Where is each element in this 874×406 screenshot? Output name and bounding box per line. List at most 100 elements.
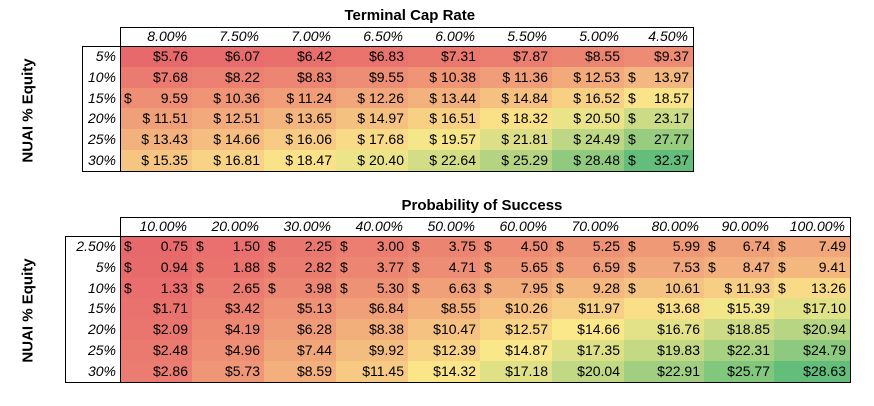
value-cell: $6.42 — [264, 46, 336, 67]
value-cell: $8.22 — [192, 66, 264, 88]
cell-value: $14.66 — [577, 321, 620, 338]
value-cell: $9.37 — [624, 46, 693, 67]
cell-value: 1.33 — [160, 279, 188, 296]
value-cell: $13.26 — [774, 277, 850, 299]
value-cell: $1.71 — [120, 298, 192, 320]
value-cell: $17.10 — [774, 298, 850, 320]
value-cell: $25.77 — [704, 360, 774, 382]
cell-value: $2.09 — [152, 321, 188, 338]
column-header: 60.00% — [499, 218, 547, 234]
value-cell: $28.63 — [774, 360, 850, 382]
currency-symbol: $ — [708, 238, 716, 254]
cell-value: $11.97 — [578, 300, 620, 317]
value-cell: $ 11.93 — [704, 277, 774, 299]
column-header: 4.50% — [648, 28, 688, 44]
value-cell: $ 19.57 — [408, 129, 480, 150]
cell-value: $4.96 — [224, 342, 260, 358]
cell-value: $8.22 — [224, 68, 260, 85]
value-cell: $ 17.68 — [336, 129, 408, 150]
grid-bottom-border — [82, 170, 694, 172]
cell-value: $12.39 — [433, 342, 476, 358]
cell-value: 1.50 — [232, 238, 260, 254]
value-cell: $ 11.24 — [264, 87, 336, 109]
value-cell: $ 21.81 — [480, 129, 552, 150]
value-cell: $9.92 — [336, 340, 408, 361]
value-cell: $10.47 — [408, 319, 480, 340]
value-cell: $5.73 — [192, 360, 264, 382]
currency-symbol: $ — [124, 258, 132, 275]
value-cell: $7.53 — [624, 256, 704, 278]
cell-value: $7.68 — [152, 68, 188, 85]
cell-value: $ 11.24 — [286, 89, 332, 106]
cell-value: $ 15.35 — [141, 152, 188, 168]
value-cell: $1.50 — [192, 236, 264, 257]
cell-value: $5.73 — [224, 362, 260, 379]
cell-value: $ 14.66 — [213, 131, 260, 148]
value-cell: $ 14.84 — [480, 87, 552, 109]
cell-value: 13.97 — [653, 68, 689, 85]
cell-value: $10.26 — [505, 300, 548, 317]
cell-value: 2.25 — [304, 238, 332, 254]
y-axis-label: NUAI % Equity — [19, 57, 37, 163]
column-header: 30.00% — [283, 218, 331, 234]
currency-symbol: $ — [778, 279, 786, 296]
value-cell: $20.04 — [552, 360, 624, 382]
cell-value: 8.47 — [742, 258, 770, 275]
value-cell: $ 13.44 — [408, 87, 480, 109]
cell-value: 23.17 — [653, 110, 689, 127]
cell-value: 2.82 — [304, 258, 332, 275]
cell-value: 7.49 — [818, 238, 846, 254]
cell-value: 4.71 — [448, 258, 476, 275]
cell-value: $7.87 — [512, 48, 548, 64]
cell-value: $ 12.51 — [213, 110, 260, 127]
cell-value: $22.31 — [727, 342, 770, 358]
value-cell: $ 13.65 — [264, 108, 336, 130]
cell-value: $1.71 — [152, 300, 188, 317]
value-cell: $7.44 — [264, 340, 336, 361]
value-cell: $12.57 — [480, 319, 552, 340]
cell-value: $ 11.93 — [724, 279, 770, 296]
cell-value: $ 12.53 — [573, 68, 620, 85]
cell-value: $6.07 — [224, 48, 260, 64]
currency-symbol: $ — [412, 238, 420, 254]
column-header: 50.00% — [427, 218, 475, 234]
cell-value: $17.18 — [505, 362, 548, 379]
cell-value: $ 18.47 — [285, 152, 332, 168]
header-top-border — [120, 217, 851, 218]
cell-value: $ 16.81 — [213, 152, 260, 168]
column-header: 90.00% — [721, 218, 769, 234]
value-cell: $23.17 — [624, 108, 693, 130]
cell-value: 3.77 — [376, 258, 404, 275]
currency-symbol: $ — [484, 279, 492, 296]
value-cell: $ 24.49 — [552, 129, 624, 150]
cell-value: $ 13.43 — [141, 131, 188, 148]
cell-value: 3.00 — [376, 238, 404, 254]
cell-value: $20.04 — [577, 362, 620, 379]
cell-value: $5.76 — [152, 48, 188, 64]
cell-value: $20.94 — [803, 321, 846, 338]
cell-value: 3.75 — [448, 238, 476, 254]
y-axis-label: NUAI % Equity — [19, 257, 37, 363]
row-label: 30% — [87, 362, 116, 379]
cell-value: $22.91 — [657, 362, 700, 379]
value-cell: $6.63 — [408, 277, 480, 299]
cell-value: $6.83 — [368, 48, 404, 64]
value-cell: $17.18 — [480, 360, 552, 382]
value-cell: $9.59 — [120, 87, 192, 109]
value-cell: $9.55 — [336, 66, 408, 88]
cell-value: 5.30 — [376, 279, 404, 296]
row-label: 2.50% — [76, 238, 116, 254]
cell-value: $6.28 — [296, 321, 332, 338]
value-cell: $ 16.51 — [408, 108, 480, 130]
value-cell: $5.25 — [552, 236, 624, 257]
currency-symbol: $ — [340, 238, 348, 254]
value-cell: $6.83 — [336, 46, 408, 67]
currency-symbol: $ — [778, 238, 786, 254]
cell-value: $ 20.50 — [573, 110, 620, 127]
value-cell: $2.65 — [192, 277, 264, 299]
value-cell: $12.39 — [408, 340, 480, 361]
value-cell: $4.96 — [192, 340, 264, 361]
cell-value: $ 25.29 — [501, 152, 548, 168]
cell-value: $ 19.57 — [429, 131, 476, 148]
column-header: 6.50% — [363, 28, 403, 44]
